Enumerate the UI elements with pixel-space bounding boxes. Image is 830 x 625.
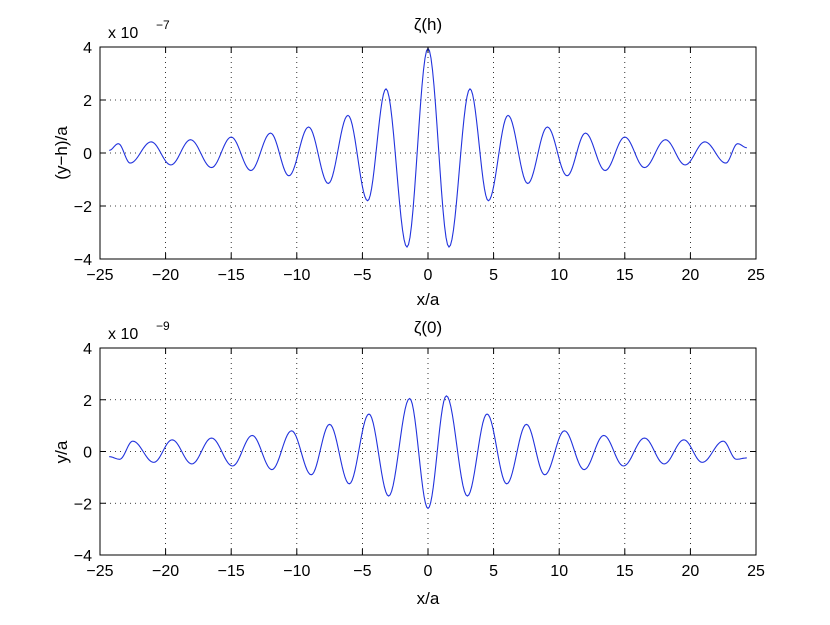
- bottom-x-tick-label: 25: [747, 563, 765, 580]
- bottom-x-tick-label: 0: [424, 563, 433, 580]
- bottom-series-line: [109, 395, 747, 510]
- top-y-tick-label: 4: [83, 40, 92, 57]
- bottom-y-exponent: −9: [156, 319, 170, 333]
- bottom-x-tick-label: −10: [283, 563, 310, 580]
- bottom-y-tick-label: 0: [83, 445, 92, 462]
- top-x-tick-label: 5: [489, 267, 498, 284]
- bottom-series-layer: [109, 395, 747, 510]
- bottom-x-axis-label: x/a: [417, 589, 440, 608]
- top-x-tick-label: −20: [152, 267, 179, 284]
- bottom-x-tick-label: 20: [682, 563, 700, 580]
- top-y-tick-label: −2: [74, 199, 92, 216]
- bottom-y-multiplier: x 10: [108, 326, 138, 343]
- bottom-y-tick-label: −2: [74, 496, 92, 513]
- top-x-axis-label: x/a: [417, 290, 440, 309]
- bottom-plot-area: [100, 348, 756, 555]
- bottom-y-tick-label: 4: [83, 341, 92, 358]
- top-y-exponent: −7: [156, 18, 170, 32]
- bottom-y-tick-label: −4: [74, 548, 92, 565]
- top-x-tick-label: −25: [86, 267, 113, 284]
- top-y-tick-label: 2: [83, 93, 92, 110]
- top-x-tick-label: 10: [550, 267, 568, 284]
- bottom-y-axis-label: y/a: [52, 440, 71, 463]
- bottom-x-tick-label: −15: [218, 563, 245, 580]
- top-x-tick-label: 0: [424, 267, 433, 284]
- bottom-x-tick-label: 5: [489, 563, 498, 580]
- bottom-chart-title: ζ(0): [414, 318, 442, 337]
- top-x-tick-label: −15: [218, 267, 245, 284]
- bottom-x-tick-label: −20: [152, 563, 179, 580]
- top-x-tick-label: 25: [747, 267, 765, 284]
- top-chart-title: ζ(h): [414, 15, 442, 34]
- bottom-x-tick-label: 15: [616, 563, 634, 580]
- top-x-tick-label: −5: [353, 267, 371, 284]
- top-x-tick-label: 15: [616, 267, 634, 284]
- top-x-tick-label: 20: [682, 267, 700, 284]
- top-y-tick-label: 0: [83, 146, 92, 163]
- bottom-y-tick-label: 2: [83, 393, 92, 410]
- top-y-multiplier: x 10: [108, 25, 138, 42]
- bottom-x-tick-label: 10: [550, 563, 568, 580]
- top-y-tick-label: −4: [74, 252, 92, 269]
- top-x-tick-label: −10: [283, 267, 310, 284]
- bottom-x-tick-label: −25: [86, 563, 113, 580]
- top-grid: [100, 47, 756, 259]
- bottom-x-tick-label: −5: [353, 563, 371, 580]
- top-y-axis-label: (y−h)/a: [52, 126, 71, 180]
